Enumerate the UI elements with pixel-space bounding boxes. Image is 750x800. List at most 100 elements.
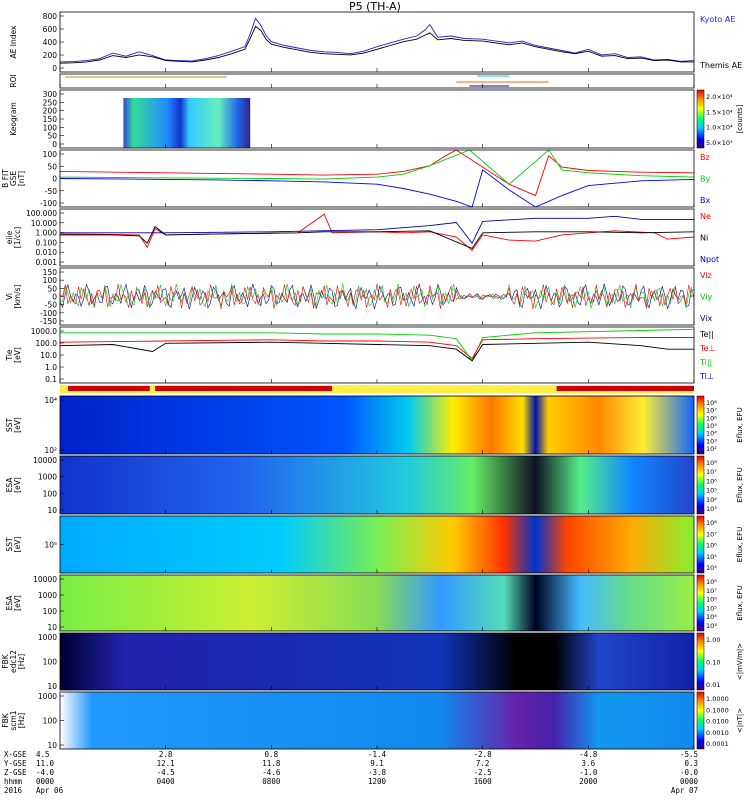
legend-label: Te|| <box>699 330 714 339</box>
x-row-value: Apr 06 <box>36 786 64 795</box>
colorbar <box>696 395 705 455</box>
y-tick-label: 100 <box>43 489 58 498</box>
y-tick-label: -150 <box>40 317 57 326</box>
y-axis-label-line: [eV] <box>13 477 22 493</box>
x-row-value: -4.5 <box>157 768 175 777</box>
colorbar-tick-label: 10⁷ <box>706 407 717 415</box>
panel-sst_i: SST[eV] 10⁵ 10⁸ 10⁷ 10⁶ 10⁵ 10⁴ Eflux, EFU <box>5 515 744 574</box>
colorbar <box>696 574 705 632</box>
y-tick-label: -100 <box>40 309 57 318</box>
spectrogram-image <box>60 396 694 454</box>
x-row-value: 2000 <box>579 777 598 786</box>
legend-label: Bx <box>700 196 710 205</box>
legend-label: Ni <box>700 234 708 243</box>
series-line-by <box>59 149 695 185</box>
x-row-value: -3.8 <box>368 768 387 777</box>
x-row-value: -1.0 <box>579 768 598 777</box>
x-row-value: 4.5 <box>36 750 50 759</box>
y-axis-label: FBKscm1[Hz] <box>1 710 26 730</box>
y-tick-label: 400 <box>43 38 58 47</box>
panel-background <box>60 327 694 383</box>
x-row-value: 11.8 <box>262 759 281 768</box>
panel-moments_t: Tie[eV] 1000.0 100.0 10.0 1.0 0.1 Te|| Te⊥ Ti|| T… <box>5 326 715 384</box>
legend-label: Ti⊥ <box>699 372 714 381</box>
colorbar-tick-label: 10⁸ <box>706 578 717 586</box>
y-axis-label-line: FBK <box>1 653 10 668</box>
x-row-value: 1600 <box>474 777 493 786</box>
series-line-npot <box>60 215 694 245</box>
x-row-value: 0400 <box>157 777 176 786</box>
y-tick-label: 10² <box>44 446 57 455</box>
legend-label: Npot <box>700 255 719 264</box>
y-tick-label: -50 <box>45 187 57 196</box>
y-tick-label: 1000 <box>38 591 57 600</box>
y-axis-label-line: Keogram <box>9 102 18 136</box>
y-tick-label: 100 <box>43 150 58 159</box>
y-tick-label: 0.100 <box>36 238 58 247</box>
series-line-ni <box>60 225 695 249</box>
series-line-bx <box>59 169 695 208</box>
y-tick-label: 10 <box>47 682 57 691</box>
velocity-trace <box>59 282 695 310</box>
y-tick-label: 10.000 <box>31 219 57 228</box>
legend-label: By <box>700 175 710 184</box>
y-tick-label: 0 <box>52 64 57 73</box>
colorbar-tick-label: 10⁷ <box>706 587 717 595</box>
panel-fbk_e: FBKedc12[Hz] 1000 100 10 1.00 0.10 0.01 <|mV/m|… <box>1 632 744 691</box>
panel-background <box>60 12 694 72</box>
x-row-value: -2.8 <box>474 750 493 759</box>
y-tick-label: -100 <box>40 199 57 208</box>
x-row-label: Y-GSE <box>4 759 27 768</box>
y-axis-label: eiie[1/cc] <box>5 227 22 248</box>
colorbar-tick-label: 10⁷ <box>706 530 717 538</box>
y-axis-label-line: Tie <box>5 349 14 361</box>
velocity-trace <box>59 283 695 310</box>
legend-label: Viy <box>700 293 713 302</box>
y-axis-label-line: [Hz] <box>17 654 26 670</box>
x-row-value: -4.8 <box>579 750 598 759</box>
y-tick-label: 100 <box>43 123 58 132</box>
legend-label: Ne <box>700 212 711 221</box>
colorbar-tick-label: 10² <box>706 445 717 453</box>
colorbar-tick-label: 10⁶ <box>706 596 717 604</box>
colorbar-tick-label: 10³ <box>706 437 717 445</box>
colorbar-tick-label: 10⁶ <box>706 542 717 550</box>
y-axis-label-line: [eV] <box>13 347 22 363</box>
spectrogram-image <box>60 692 694 749</box>
mode-bar <box>60 385 694 393</box>
colorbar-tick-label: 10⁷ <box>706 468 717 476</box>
x-row-label: hhmm <box>4 777 23 786</box>
y-tick-label: 0.010 <box>36 248 58 257</box>
y-axis-label: ESA[eV] <box>5 595 22 611</box>
y-tick-label: 50 <box>47 284 57 293</box>
y-axis-label-line: ROI <box>9 74 18 87</box>
colorbar-tick-label: 10⁸ <box>706 459 717 467</box>
y-axis-label-line: [1/cc] <box>13 227 22 248</box>
y-tick-label: 100 <box>43 607 58 616</box>
colorbar-label: Eflux, EFU <box>736 527 744 562</box>
y-tick-label: 1000 <box>38 473 57 482</box>
colorbar-tick-label: 5.0×10³ <box>706 139 733 147</box>
y-tick-label: 50 <box>47 132 57 141</box>
colorbar <box>696 691 705 750</box>
y-axis-label-line: SST <box>5 537 14 552</box>
colorbar-tick-label: 10⁵ <box>706 422 717 430</box>
y-tick-label: 200 <box>43 107 58 116</box>
colorbar-label: Eflux, EFU <box>736 585 744 620</box>
x-row-value: 3.6 <box>582 759 596 768</box>
y-tick-label: 100.0 <box>36 339 58 348</box>
colorbar <box>696 632 705 691</box>
y-tick-label: 100.000 <box>26 209 57 218</box>
panel-bfit: B FITGSE[nT] 100 50 0 -50 -100 Bz By Bx <box>1 149 710 208</box>
panel-fbk_b: FBKscm1[Hz] 1000 100 10 1.0000 0.1000 0.0100 0.… <box>1 691 744 750</box>
velocity-trace <box>59 283 695 309</box>
series-line-bz <box>59 149 695 197</box>
y-tick-label: 10⁴ <box>44 396 57 405</box>
x-row-value: 2.8 <box>159 750 173 759</box>
x-row-label: X-GSE <box>4 750 27 759</box>
